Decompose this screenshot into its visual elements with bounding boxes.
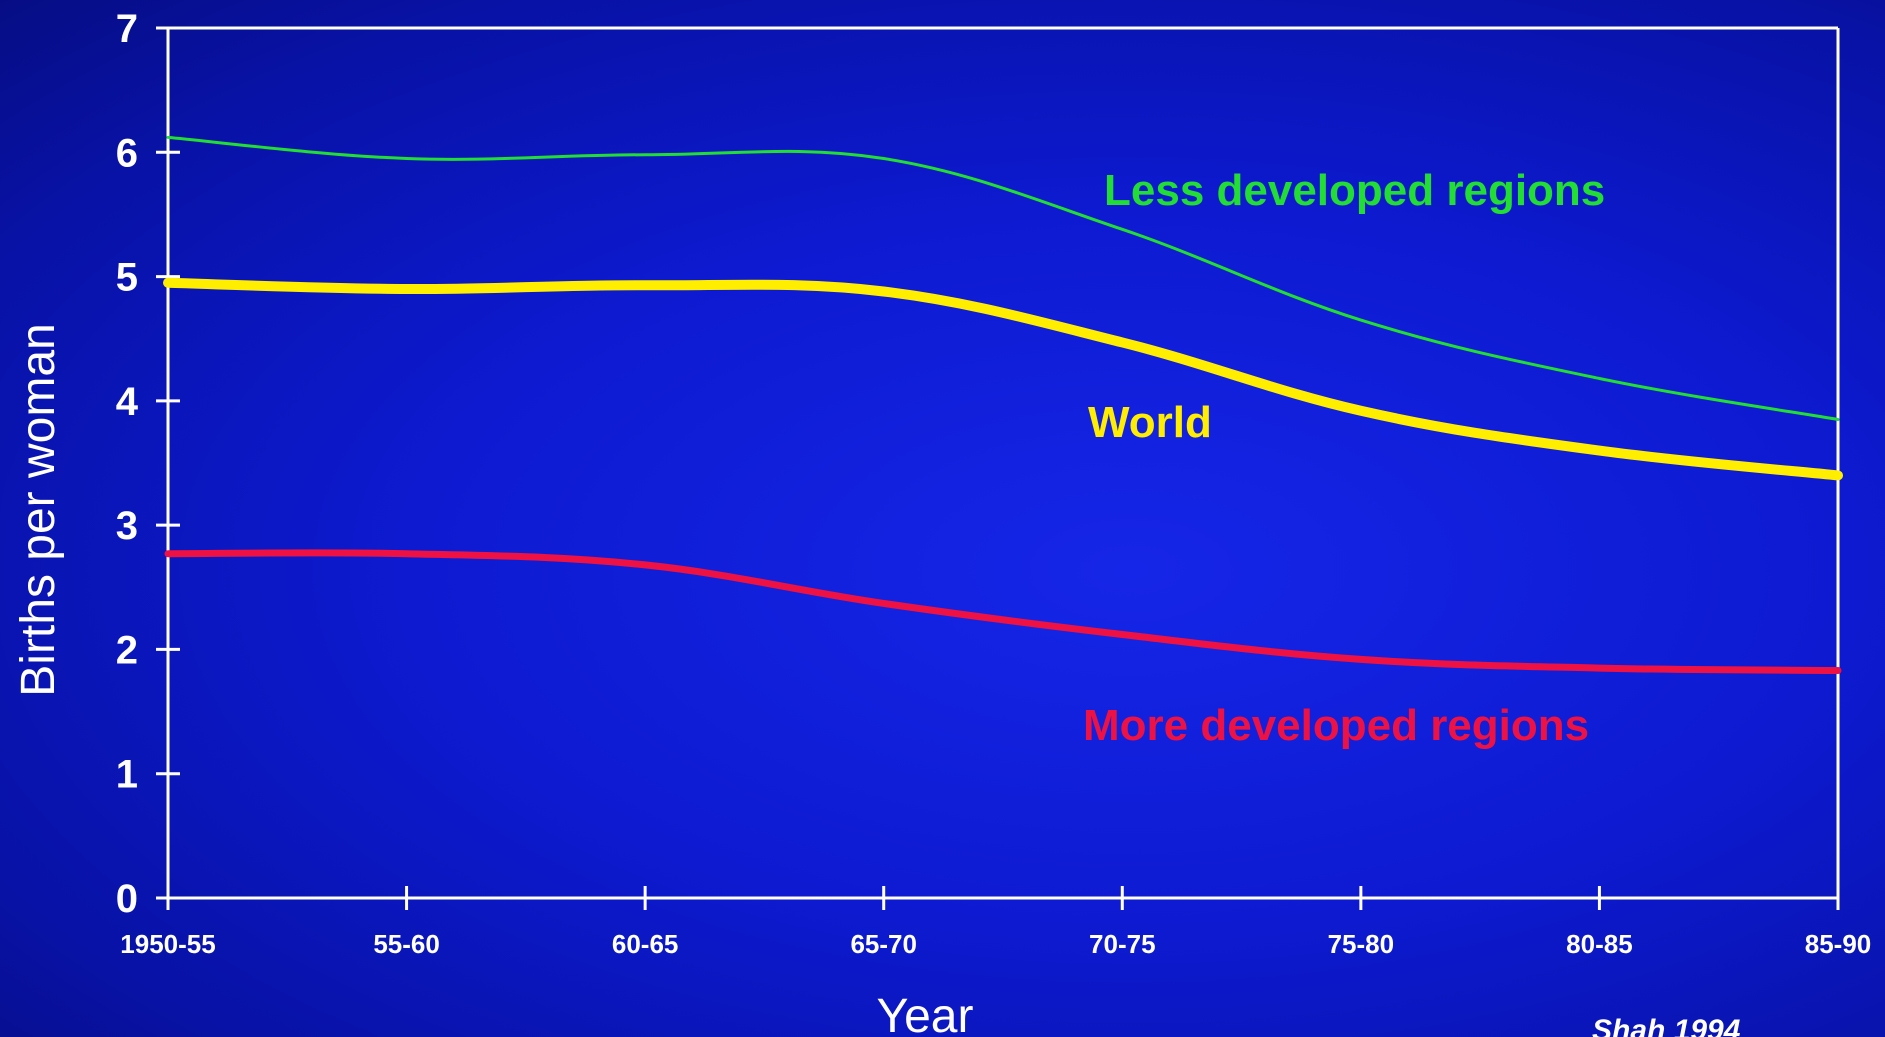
y-tick-label: 6 — [116, 131, 138, 175]
x-tick-label: 1950-55 — [120, 929, 215, 959]
series-label-more-developed: More developed regions — [1083, 701, 1589, 750]
x-tick-label: 85-90 — [1805, 929, 1872, 959]
y-tick-label: 3 — [116, 504, 138, 548]
source-citation: Shah 1994 — [1592, 1014, 1741, 1037]
x-tick-label: 80-85 — [1566, 929, 1633, 959]
series-lines — [163, 135, 1843, 675]
y-tick-label: 2 — [116, 628, 138, 672]
y-tick-label: 5 — [116, 256, 138, 300]
y-tick-label: 4 — [116, 380, 139, 424]
y-axis-title: Births per woman — [12, 323, 65, 696]
x-tick-label: 55-60 — [373, 929, 440, 959]
x-tick-label: 75-80 — [1328, 929, 1395, 959]
plot-frame — [166, 26, 1840, 900]
series-line-more-developed — [164, 549, 1842, 675]
series-line-world — [163, 277, 1843, 481]
x-tick-label: 60-65 — [612, 929, 679, 959]
x-tick-label: 65-70 — [850, 929, 917, 959]
y-tick-label: 0 — [116, 877, 138, 921]
series-label-less-developed: Less developed regions — [1104, 166, 1605, 215]
x-tick-label: 70-75 — [1089, 929, 1156, 959]
series-label-world: World — [1088, 398, 1212, 447]
y-tick-label: 1 — [116, 753, 138, 797]
y-axis-ticks: 0 1 2 3 4 5 6 7 — [116, 7, 180, 921]
y-tick-label: 7 — [116, 7, 138, 51]
x-axis-ticks: 1950-55 55-60 60-65 65-70 70-75 75-80 80-85 85-… — [120, 886, 1871, 959]
x-axis-title: Year — [877, 990, 974, 1037]
series-line-less-developed — [166, 135, 1840, 421]
